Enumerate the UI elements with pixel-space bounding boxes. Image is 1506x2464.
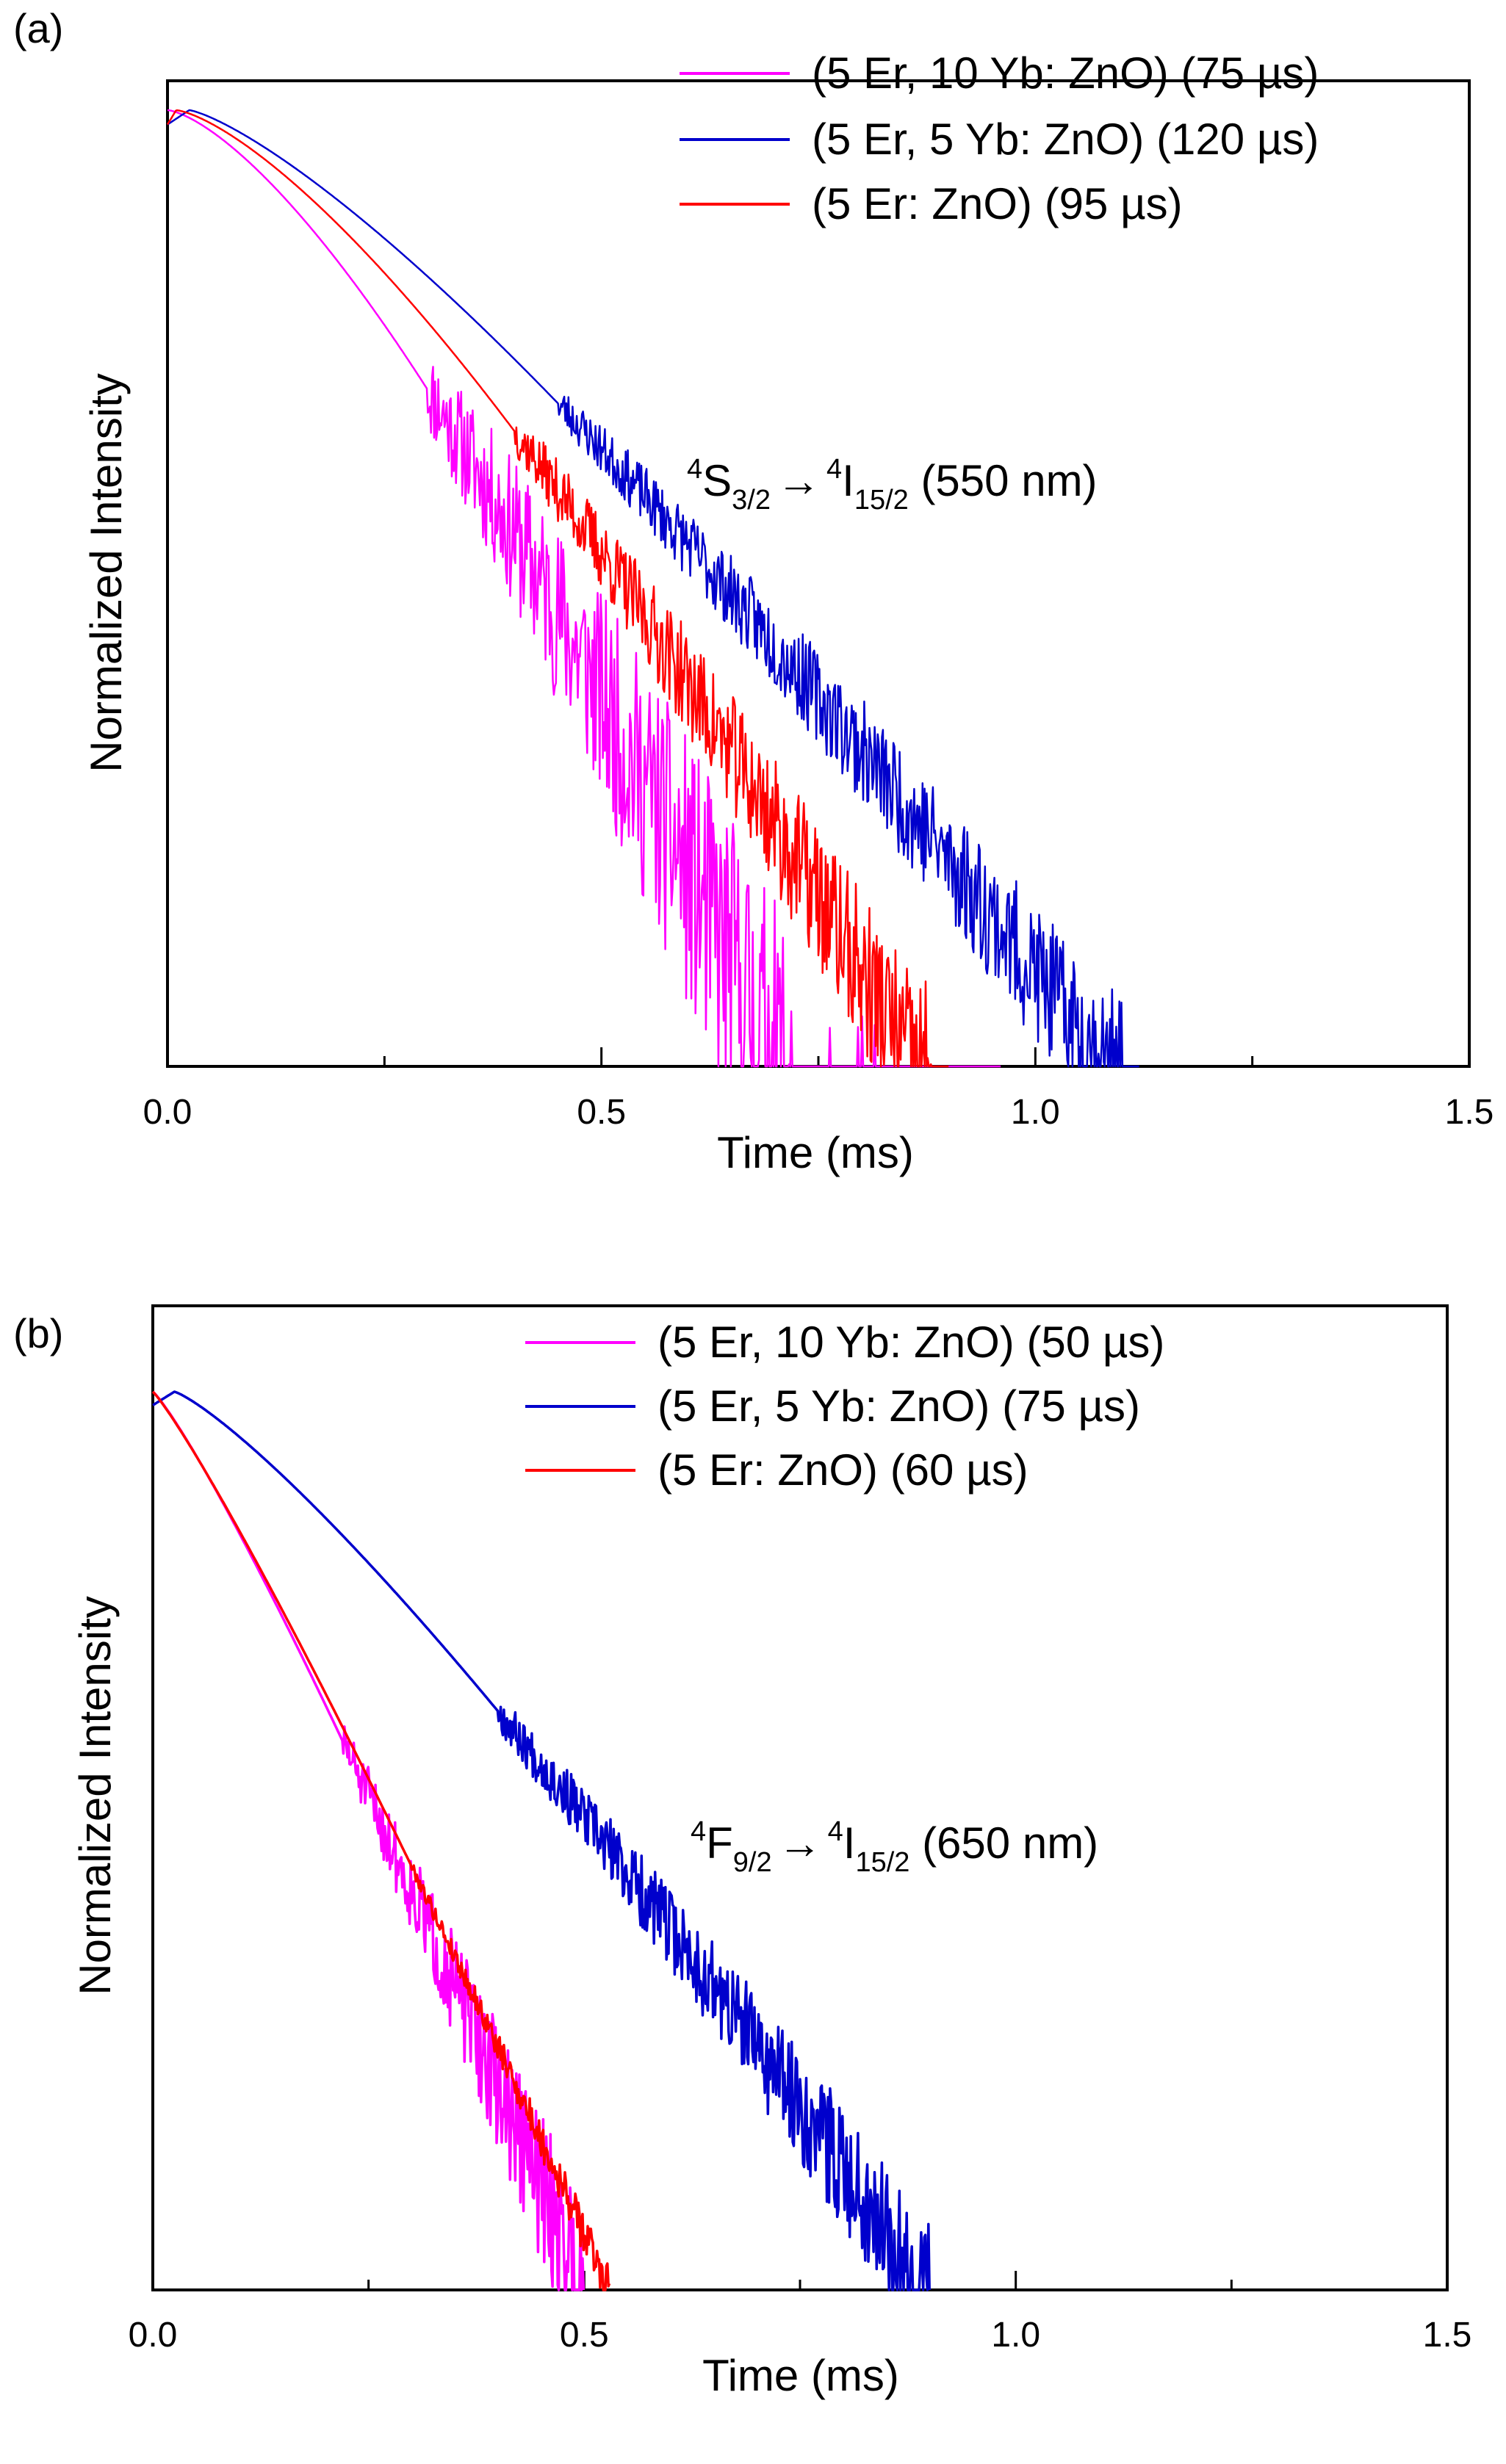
panel-b-legend-label-2: (5 Er: ZnO) (60 µs) [657,1445,1028,1495]
panel-a-y-axis-title: Normalized Intensity [82,373,131,773]
series-line-0 [167,109,1001,1068]
panel-a-x-axis-title: Time (ms) [717,1128,914,1177]
panel-b-x-axis-title: Time (ms) [702,2351,899,2400]
panel-a-legend-label-0: (5 Er, 10 Yb: ZnO) (75 µs) [812,48,1319,98]
panel-a-x-tick-label: 1.0 [1011,1093,1060,1132]
panel-b-x-tick-label: 0.5 [560,2316,609,2355]
panel-a-series [166,109,1139,1068]
panel-a-label: (a) [13,5,63,51]
panel-a-legend-label-1: (5 Er, 5 Yb: ZnO) (120 µs) [812,115,1319,164]
panel-a-x-tick-labels: 0.0 0.5 1.0 1.5 [143,1093,1494,1132]
panel-b-series [151,1390,931,2291]
panel-b-transition-annotation: 4F9/2 → 4I15/2 (650 nm) [691,1816,1098,1878]
panel-b-x-tick-label: 1.5 [1423,2316,1472,2355]
series-line-2 [166,109,949,1068]
panel-b-label: (b) [13,1310,63,1356]
panel-a-transition-annotation: 4S3/2 → 4I15/2 (550 nm) [687,454,1098,516]
panel-b-y-axis-title: Normalized Intensity [71,1596,120,1995]
series-line-1 [152,1390,931,2291]
panel-b-legend-label-1: (5 Er, 5 Yb: ZnO) (75 µs) [657,1381,1140,1431]
panel-b-x-tick-labels: 0.0 0.5 1.0 1.5 [129,2316,1472,2355]
series-line-1 [167,109,1139,1068]
panel-a-x-tick-label: 1.5 [1445,1093,1494,1132]
panel-b-x-ticks [151,2271,1449,2290]
panel-b-x-tick-label: 0.0 [129,2316,178,2355]
panel-b-x-tick-label: 1.0 [991,2316,1040,2355]
panel-a-x-tick-label: 0.0 [143,1093,192,1132]
panel-a-x-ticks [166,1047,1471,1066]
panel-a-legend: (5 Er, 10 Yb: ZnO) (75 µs) (5 Er, 5 Yb: … [680,48,1319,228]
panel-a-legend-label-2: (5 Er: ZnO) (95 µs) [812,179,1183,228]
panel-b: (b) 0.0 0.5 1.0 1.5 Time (ms) Normalized… [13,1304,1472,2400]
panel-b-legend: (5 Er, 10 Yb: ZnO) (50 µs) (5 Er, 5 Yb: … [525,1318,1164,1495]
series-line-0 [151,1390,586,2291]
panel-a-x-tick-label: 0.5 [577,1093,626,1132]
panel-b-legend-label-0: (5 Er, 10 Yb: ZnO) (50 µs) [657,1318,1164,1367]
series-line-2 [151,1390,611,2291]
panel-a: (a) 0.0 0.5 1.0 1.5 Time (ms) Normalized… [13,5,1494,1177]
